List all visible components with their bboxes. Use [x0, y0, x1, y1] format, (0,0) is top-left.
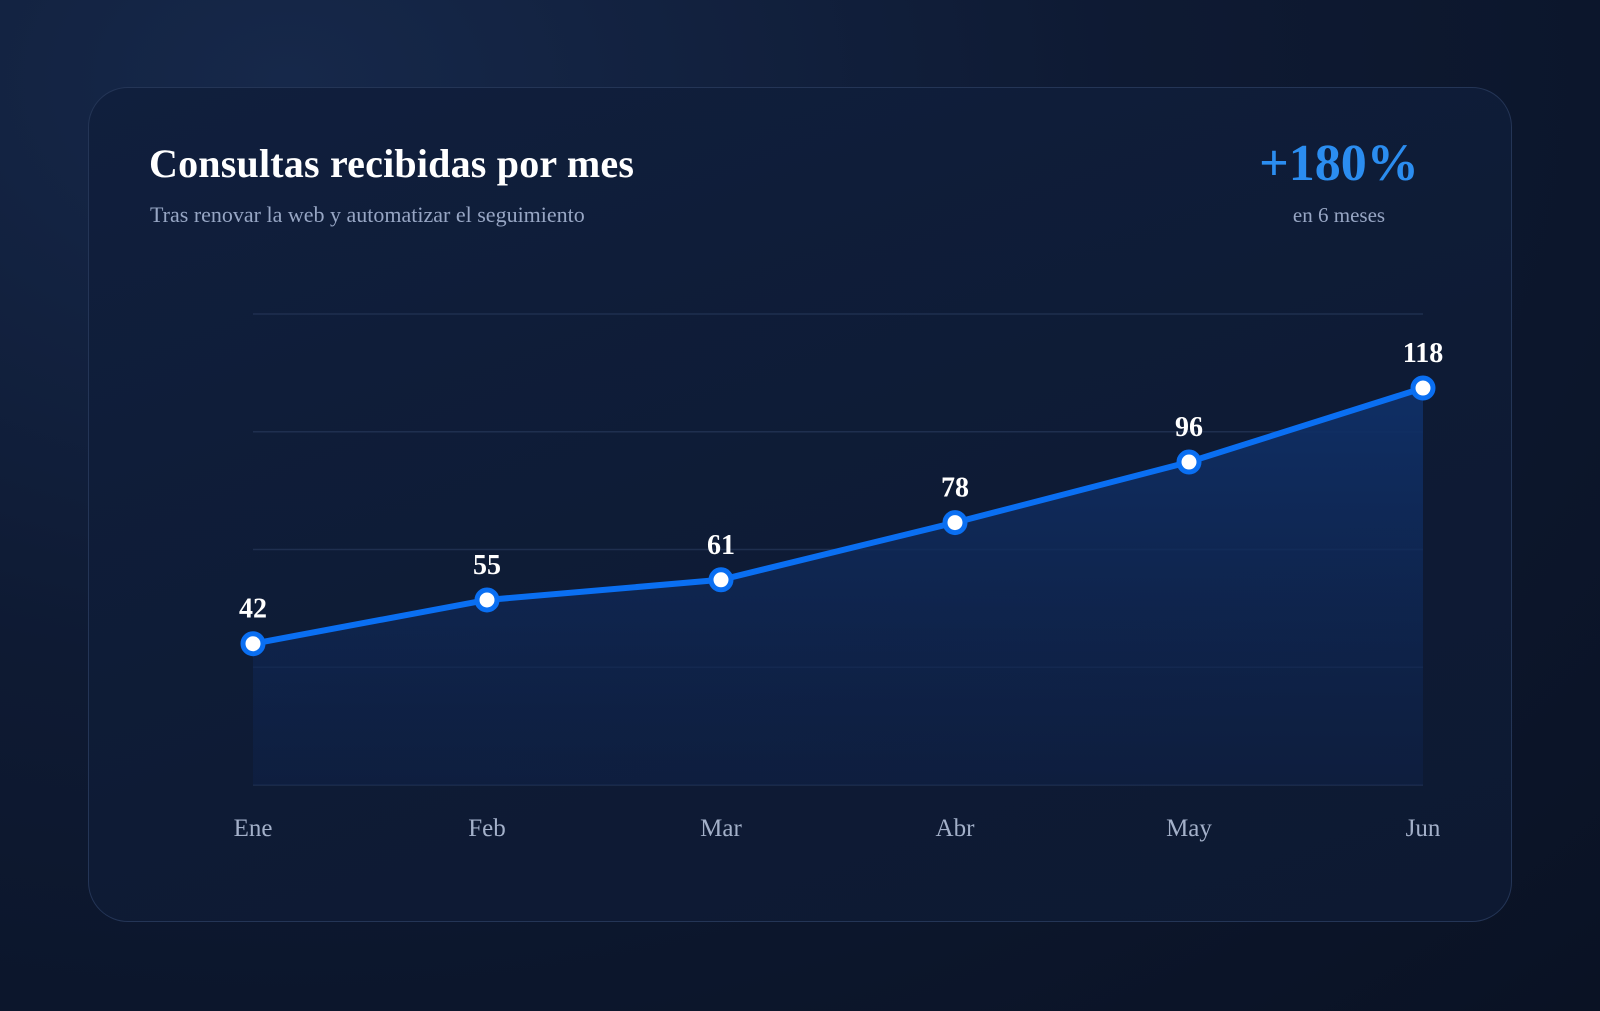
data-point-may	[1176, 449, 1202, 475]
area-fill	[253, 388, 1423, 785]
chart-subtitle: Tras renovar la web y automatizar el seg…	[150, 202, 585, 227]
kpi-growth-caption: en 6 meses	[1292, 203, 1386, 227]
x-tick-feb: Feb	[468, 815, 506, 842]
data-label-mar: 61	[707, 530, 735, 561]
kpi-block: +180% en 6 meses	[1239, 132, 1439, 228]
data-label-jun: 118	[1403, 338, 1443, 369]
series-line	[250, 385, 1426, 647]
series-line-group	[250, 385, 1426, 647]
data-point-ene	[240, 631, 266, 657]
data-labels: 42 55 61 78 96 118	[239, 338, 1443, 625]
data-label-ene: 42	[239, 594, 267, 625]
data-label-may: 96	[1175, 412, 1203, 443]
data-point-mar	[708, 567, 734, 593]
area-fill-group	[253, 388, 1423, 785]
data-points	[240, 375, 1436, 657]
kpi-growth-value: +180%	[1259, 135, 1419, 192]
data-point-abr	[942, 510, 968, 536]
line-chart: 42 55 61 78 96 118 Ene Feb Mar Abr May Jun	[234, 313, 1443, 842]
x-axis-ticks: Ene Feb Mar Abr May Jun	[234, 815, 1441, 842]
x-tick-abr: Abr	[936, 815, 976, 842]
x-tick-mar: Mar	[700, 815, 742, 842]
chart-card: Consultas recibidas por mes Tras renovar…	[88, 87, 1512, 922]
data-label-feb: 55	[473, 550, 501, 581]
x-tick-ene: Ene	[234, 815, 273, 842]
data-point-jun	[1410, 375, 1436, 401]
data-label-abr: 78	[941, 473, 969, 504]
chart-title: Consultas recibidas por mes	[149, 141, 635, 186]
x-tick-may: May	[1166, 815, 1212, 842]
x-tick-jun: Jun	[1406, 815, 1441, 842]
data-point-feb	[474, 587, 500, 613]
